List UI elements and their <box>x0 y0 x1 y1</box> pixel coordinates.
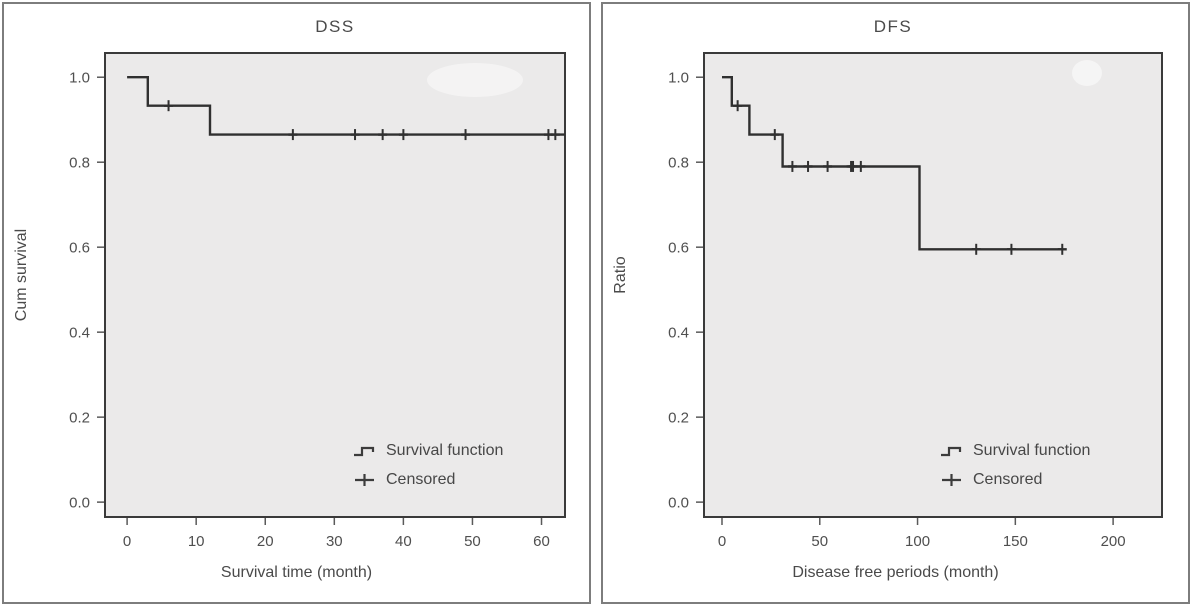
legend: Survival function Censored <box>353 440 503 498</box>
x-tick-label: 20 <box>257 533 274 550</box>
background-smudge <box>427 63 523 97</box>
y-tick-label: 0.6 <box>668 240 689 257</box>
censored-marks <box>733 100 1067 255</box>
plot-area <box>105 53 565 517</box>
page-title: DFS <box>873 17 913 36</box>
x-tick-label: 0 <box>718 533 726 550</box>
x-tick-label: 150 <box>1003 533 1028 550</box>
y-tick-label: 0.8 <box>668 155 689 172</box>
x-tick-label: 60 <box>533 533 550 550</box>
censored-plus-icon <box>355 474 374 486</box>
dss-chart-panel: DSS Cum survival 0 10 20 30 40 50 60 0.0 0.2 0.4 0… <box>2 2 591 604</box>
plot-area <box>704 53 1162 517</box>
x-tick-label: 50 <box>811 533 828 550</box>
y-axis: 0.0 0.2 0.4 0.6 0.8 1.0 <box>69 70 104 512</box>
legend-item-censored: Censored <box>940 469 1090 491</box>
plot-frame <box>104 52 566 518</box>
x-tick-label: 40 <box>395 533 412 550</box>
y-tick-label: 0.2 <box>69 410 90 427</box>
y-axis: 0.0 0.2 0.4 0.6 0.8 1.0 <box>668 70 703 512</box>
y-tick-label: 0.6 <box>69 240 90 257</box>
legend: Survival function Censored <box>940 440 1090 498</box>
x-axis: 0 50 100 150 200 <box>718 518 1126 550</box>
legend-label-censored: Censored <box>386 471 456 488</box>
legend-label-survival-function: Survival function <box>973 442 1091 459</box>
dfs-chart-panel: DFS Ratio 0 50 100 150 200 0.0 0.2 0.4 0.6 0.8 1.0… <box>601 2 1190 604</box>
survival-function-step-icon <box>354 446 375 457</box>
censored-plus-icon <box>942 474 961 486</box>
survival-curve <box>127 76 565 136</box>
y-tick-label: 0.4 <box>69 325 90 342</box>
legend-item-survival-function: Survival function <box>353 440 503 462</box>
x-tick-label: 0 <box>123 533 131 550</box>
survival-curve <box>722 76 1063 251</box>
plot-frame <box>703 52 1163 518</box>
page-title: DSS <box>315 17 355 36</box>
x-tick-label: 50 <box>464 533 481 550</box>
y-tick-label: 1.0 <box>668 70 689 87</box>
legend-item-survival-function: Survival function <box>940 440 1090 462</box>
x-axis-label: Survival time (month) <box>220 564 373 581</box>
y-tick-label: 0.0 <box>668 495 689 512</box>
censored-marks <box>164 100 560 141</box>
y-tick-label: 0.2 <box>668 410 689 427</box>
y-tick-label: 0.0 <box>69 495 90 512</box>
background-smudge <box>1072 60 1102 86</box>
y-tick-label: 0.4 <box>668 325 689 342</box>
survival-function-step-icon <box>941 446 962 457</box>
x-axis-label: Disease free periods (month) <box>792 564 999 581</box>
kaplan-meier-plot: 0 50 100 150 200 0.0 0.2 0.4 0.6 0.8 1.0 <box>668 52 1163 550</box>
kaplan-meier-plot: 0 10 20 30 40 50 60 0.0 0.2 0.4 0.6 0.8 1.0 <box>69 52 566 550</box>
legend-label-survival-function: Survival function <box>386 442 504 459</box>
legend-item-censored: Censored <box>353 469 503 491</box>
y-tick-label: 1.0 <box>69 70 90 87</box>
y-tick-label: 0.8 <box>69 155 90 172</box>
x-tick-label: 200 <box>1101 533 1126 550</box>
legend-label-censored: Censored <box>973 471 1043 488</box>
x-tick-label: 100 <box>905 533 930 550</box>
x-axis: 0 10 20 30 40 50 60 <box>123 518 550 550</box>
x-tick-label: 10 <box>188 533 205 550</box>
x-tick-label: 30 <box>326 533 343 550</box>
